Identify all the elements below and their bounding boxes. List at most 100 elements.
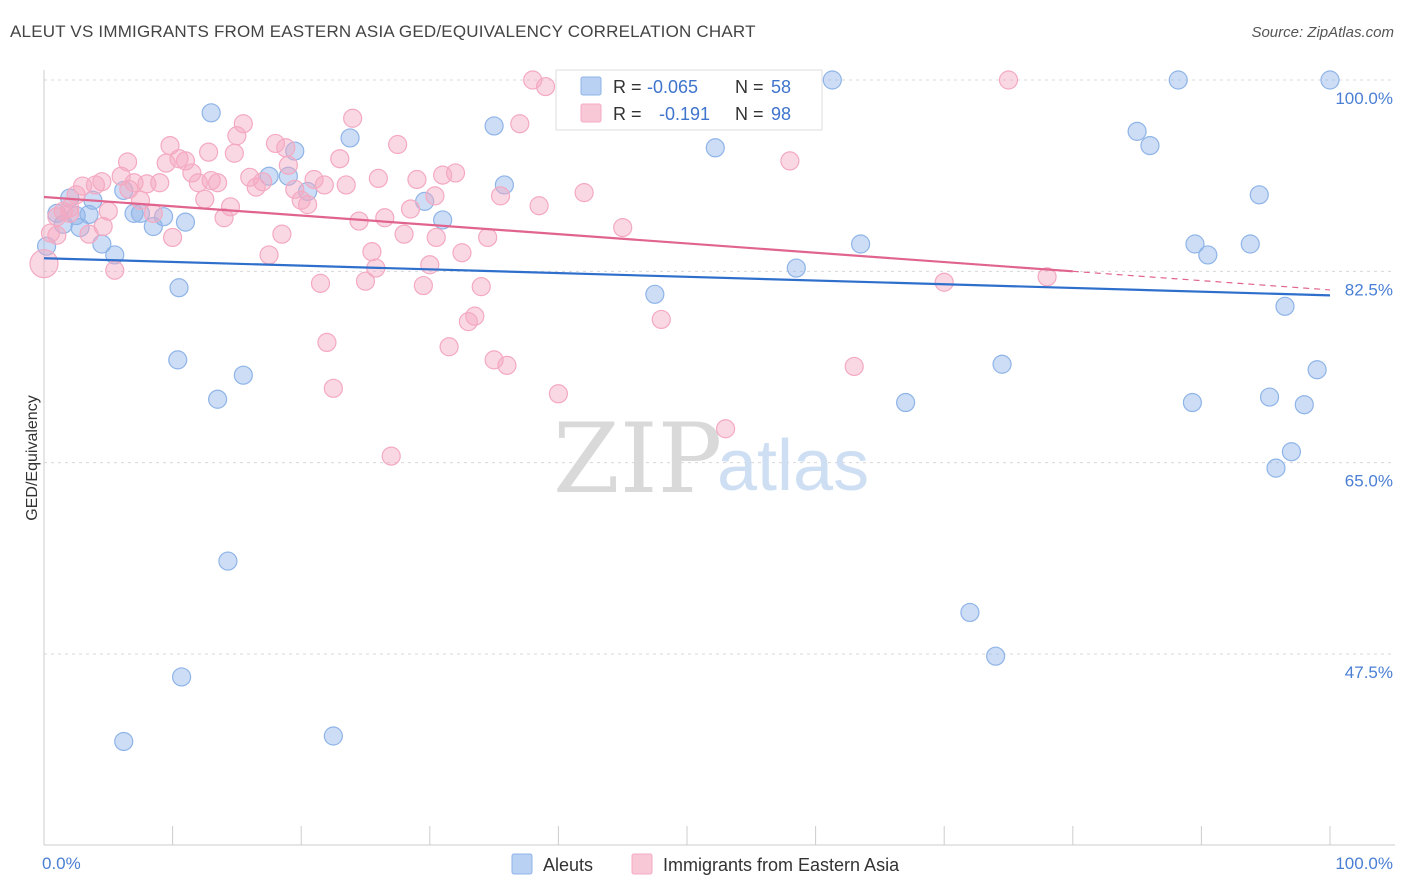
immigrants-point [1037, 267, 1057, 287]
aleuts-point [340, 128, 360, 148]
aleuts-point [1259, 387, 1280, 407]
aleuts-trend-line [43, 257, 1331, 297]
immigrants-point [93, 216, 113, 237]
immigrants-point [253, 172, 273, 192]
immigrants-point [420, 255, 440, 275]
immigrants-point [394, 224, 414, 244]
aleuts-point [1266, 458, 1286, 478]
immigrants-point [998, 70, 1019, 90]
tick-labels: 100.0% 82.5% 65.0% 47.5% 0.0% 100.0% [42, 89, 1393, 873]
immigrants-point [285, 179, 305, 199]
immigrants-point [259, 245, 279, 265]
bottom-legend-aleuts: Aleuts [543, 855, 593, 875]
y-tick-label: 65.0% [1345, 472, 1393, 491]
immigrants-point [314, 175, 334, 195]
immigrants-point [715, 419, 736, 439]
immigrants-point [651, 309, 671, 330]
legend-swatch-aleuts [580, 76, 602, 96]
immigrants-point [368, 168, 388, 188]
immigrants-point [780, 151, 800, 171]
immigrants-point [143, 203, 163, 223]
immigrants-point [330, 149, 350, 169]
aleuts-point [896, 392, 916, 413]
immigrants-point [323, 378, 343, 398]
aleuts-point [822, 70, 842, 90]
immigrants-point [362, 242, 382, 262]
immigrants-point [60, 203, 80, 223]
aleuts-point [323, 726, 343, 746]
legend-immigrants-r-value: -0.191 [659, 104, 710, 124]
legend-swatch-immigrants [580, 103, 602, 123]
aleuts-point [175, 212, 196, 232]
immigrants-point [471, 277, 491, 297]
immigrants-point [381, 446, 401, 466]
aleuts-point [169, 278, 189, 298]
trend-lines [43, 195, 1331, 297]
immigrants-point [535, 76, 556, 97]
immigrants-point [276, 138, 296, 158]
legend-aleuts-r-label: R = [613, 77, 642, 97]
aleuts-point [1140, 136, 1160, 156]
aleuts-point [114, 731, 134, 752]
immigrants-point [233, 114, 253, 134]
aleuts-point [1294, 395, 1314, 415]
immigrants-point [413, 275, 433, 296]
bottom-legend-swatch-immigrants [631, 853, 653, 875]
immigrants-point [490, 186, 511, 206]
immigrants-point [375, 208, 395, 228]
aleuts-point [645, 284, 665, 304]
y-tick-label: 82.5% [1345, 280, 1393, 299]
aleuts-point [79, 204, 99, 225]
immigrants-point [163, 227, 183, 248]
immigrants-trend-line-dashed [1072, 270, 1331, 291]
immigrants-point [47, 225, 67, 245]
immigrants-point [400, 199, 421, 219]
immigrants-point [182, 163, 202, 183]
bottom-legend-immigrants: Immigrants from Eastern Asia [663, 855, 900, 875]
immigrants-point [160, 136, 180, 156]
immigrants-point [613, 218, 633, 238]
aleuts-point [233, 365, 253, 385]
aleuts-point [1275, 296, 1295, 316]
immigrants-point [92, 172, 112, 192]
y-axis-label: GED/Equivalency [24, 395, 41, 520]
aleuts-point [143, 216, 163, 237]
bottom-legend: Aleuts Immigrants from Eastern Asia [511, 853, 900, 875]
immigrants-point [388, 134, 408, 155]
watermark: ZIP atlas [553, 403, 869, 515]
aleuts-point [986, 646, 1006, 666]
immigrants-point [336, 175, 356, 195]
immigrants-point [317, 332, 337, 352]
aleuts-point [494, 175, 514, 195]
legend-aleuts-n-label: N = [735, 77, 764, 97]
legend-aleuts-n-value: 58 [771, 77, 791, 97]
immigrants-point [304, 169, 324, 190]
bottom-legend-swatch-aleuts [511, 853, 533, 875]
immigrants-point [548, 384, 569, 404]
immigrants-point [310, 273, 331, 293]
immigrants-point [452, 243, 472, 263]
immigrants-point [497, 355, 517, 375]
watermark-atlas: atlas [717, 426, 869, 506]
chart-source: Source: ZipAtlas.com [1251, 24, 1394, 41]
immigrants-point [195, 189, 215, 209]
immigrants-point [529, 196, 549, 216]
aleuts-point [218, 551, 238, 571]
immigrants-point [272, 224, 292, 244]
legend-immigrants-n-value: 98 [771, 104, 791, 124]
immigrants-point [510, 114, 530, 134]
aleuts-point [1281, 442, 1302, 462]
immigrants-point [844, 356, 864, 377]
aleuts-point [705, 138, 725, 158]
immigrants-point [199, 142, 219, 162]
chart-title: ALEUT VS IMMIGRANTS FROM EASTERN ASIA GE… [10, 22, 756, 41]
immigrants-point [934, 272, 954, 292]
aleuts-point [484, 116, 504, 136]
immigrants-point [478, 227, 498, 248]
aleuts-point [1240, 234, 1260, 254]
aleuts-point [992, 354, 1012, 374]
immigrants-point [445, 163, 466, 183]
immigrants-point [224, 143, 244, 163]
immigrants-point [119, 179, 139, 199]
